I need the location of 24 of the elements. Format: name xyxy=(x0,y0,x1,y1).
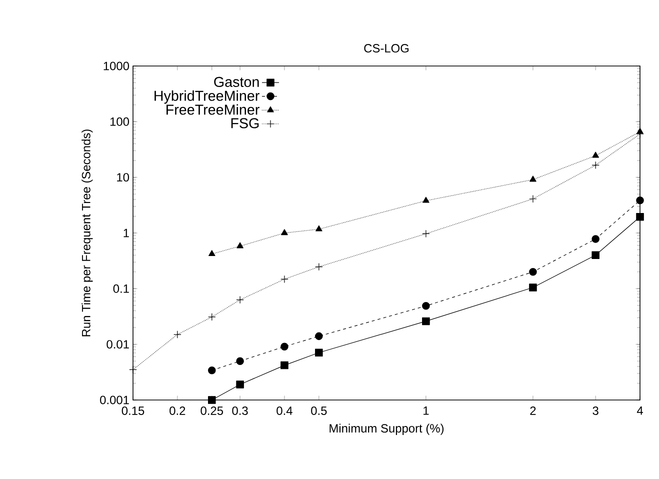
x-tick-label: 0.25 xyxy=(200,406,224,415)
x-tick-label: 3 xyxy=(592,406,598,415)
y-tick-label: 0.001 xyxy=(100,396,129,404)
x-tick-label: 2 xyxy=(530,406,536,415)
legend-label: FSG xyxy=(231,118,259,128)
legend-label: Gaston xyxy=(214,76,259,88)
x-tick-label: 0.2 xyxy=(170,406,186,415)
y-axis-title: Run Time per Frequent Tree (Seconds) xyxy=(82,130,93,336)
x-tick-label: 1 xyxy=(424,406,429,415)
y-tick-label: 10 xyxy=(117,173,130,182)
x-tick-label: 0.3 xyxy=(232,406,248,415)
x-tick-label: 0.4 xyxy=(276,406,292,415)
x-axis-title: Minimum Support (%) xyxy=(330,424,444,435)
y-tick-label: 0.1 xyxy=(113,284,129,293)
y-tick-label: 1000 xyxy=(104,62,130,70)
x-tick-label: 0.15 xyxy=(122,406,144,415)
chart-title: CS-LOG xyxy=(364,44,409,52)
x-tick-label: 4 xyxy=(636,406,643,415)
legend-label: FreeTreeMiner xyxy=(166,104,260,115)
x-tick-label: 0.5 xyxy=(311,406,327,415)
y-tick-label: 1 xyxy=(124,228,129,238)
y-tick-label: 100 xyxy=(110,117,130,126)
legend-label: HybridTreeMiner xyxy=(154,90,260,104)
y-tick-label: 0.01 xyxy=(106,340,129,349)
